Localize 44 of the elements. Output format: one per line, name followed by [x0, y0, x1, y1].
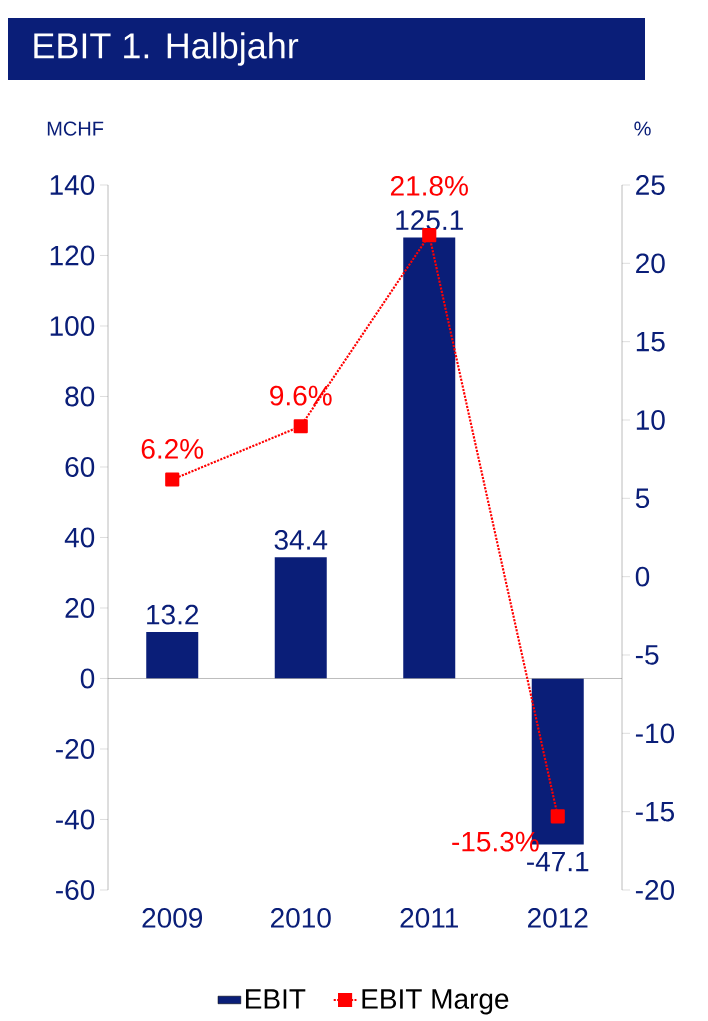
data-label: 21.8%: [390, 175, 468, 196]
data-label: -15.3%: [452, 831, 539, 852]
data-label: 9.6%: [270, 385, 332, 406]
y2-tick-label: -15: [635, 801, 674, 822]
y2-tick-label: 25: [636, 175, 665, 195]
data-label: 34.4: [274, 530, 328, 550]
y2-tick-label: 0: [635, 566, 650, 587]
chart-title: EBIT 1. Halbjahr: [34, 32, 299, 66]
y-tick-label: 20: [65, 598, 95, 618]
y2-axis-title: %: [634, 121, 651, 136]
y2-tick-label: -20: [635, 880, 675, 900]
y-tick-label: -60: [56, 880, 95, 900]
point: [293, 419, 308, 434]
bar: [403, 237, 456, 679]
y2-tick-label: 5: [635, 488, 650, 509]
x-tick-label: 2011: [400, 908, 458, 928]
y-tick-label: -40: [56, 809, 95, 830]
y2-tick-label: 15: [636, 331, 665, 352]
y-tick-label: -20: [56, 739, 95, 759]
point: [550, 809, 565, 824]
x-tick-label: 2010: [271, 908, 331, 928]
y-tick-label: 80: [65, 386, 95, 407]
data-label: -47.1: [527, 851, 589, 872]
y2-tick-label: -10: [635, 723, 675, 744]
x-tick-label: 2009: [142, 908, 203, 928]
y-tick-label: 120: [50, 245, 95, 266]
legend-label: EBIT Marge: [362, 989, 509, 1015]
y2-tick-label: -5: [635, 645, 659, 665]
data-label: 125.1: [396, 210, 463, 231]
data-label: 13.2: [147, 604, 199, 625]
legend-label: EBIT: [246, 989, 306, 1009]
bar: [146, 631, 199, 679]
point: [165, 472, 180, 487]
x-tick-label: 2012: [528, 908, 588, 928]
y2-tick-label: 20: [636, 253, 665, 274]
y-tick-label: 100: [50, 316, 95, 336]
y-tick-label: 0: [80, 668, 95, 689]
bar: [274, 557, 327, 679]
y2-tick-label: 10: [636, 410, 665, 430]
y-tick-label: 40: [64, 527, 95, 548]
y-tick-label: 60: [65, 457, 95, 477]
data-label: 6.2%: [141, 439, 204, 459]
y-tick-label: 140: [50, 175, 95, 195]
y-axis-title: MCHF: [47, 121, 104, 136]
